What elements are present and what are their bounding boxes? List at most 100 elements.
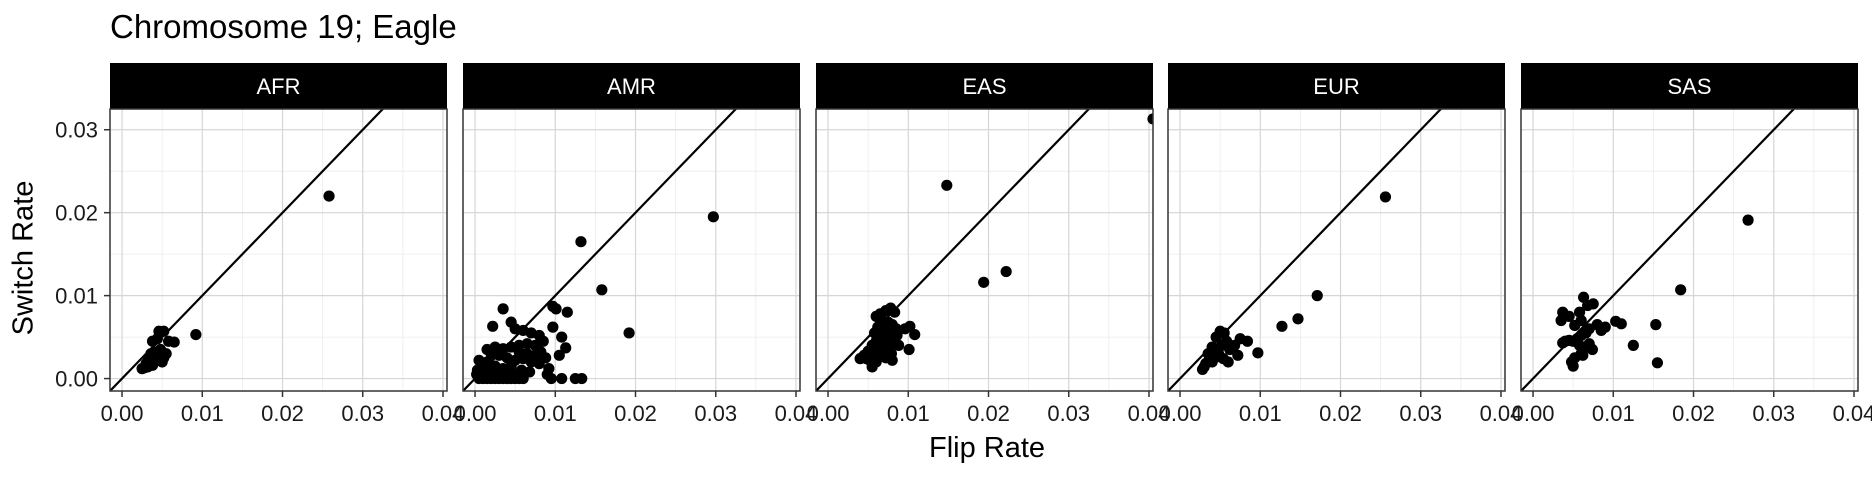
panel-border xyxy=(1167,108,1506,392)
x-tick-label: 0.02 xyxy=(967,401,1010,426)
x-tick-label: 0.04 xyxy=(1833,401,1872,426)
data-point xyxy=(1379,191,1392,203)
chart-title: Chromosome 19; Eagle xyxy=(110,8,457,45)
plot-marks xyxy=(816,109,1153,391)
strip-label: EUR xyxy=(1313,74,1359,99)
data-point xyxy=(323,190,335,202)
y-tick-label: 0.00 xyxy=(55,367,98,392)
data-point xyxy=(1203,354,1215,366)
data-point xyxy=(909,329,921,341)
x-tick-label: 0.01 xyxy=(1239,401,1282,426)
x-tick-label: 0.03 xyxy=(1752,401,1795,426)
panel-border xyxy=(462,108,801,392)
data-point xyxy=(561,306,573,318)
x-tick-label: 0.00 xyxy=(807,401,850,426)
strip-label: SAS xyxy=(1667,74,1711,99)
x-tick-label: 0.03 xyxy=(1047,401,1090,426)
data-point xyxy=(1581,299,1594,312)
x-tick-label: 0.03 xyxy=(1399,401,1442,426)
panel-border xyxy=(109,108,448,392)
x-tick-label: 0.02 xyxy=(261,401,304,426)
data-point xyxy=(1276,320,1288,332)
data-point xyxy=(1311,290,1323,302)
data-point xyxy=(1573,306,1586,318)
data-point xyxy=(978,276,990,288)
x-tick-label: 0.00 xyxy=(454,401,497,426)
panel-sas: SAS 0.00 0.01 0.02 0.03 0.04 xyxy=(1512,63,1872,426)
data-point xyxy=(576,372,588,385)
data-point xyxy=(878,329,890,342)
data-point xyxy=(553,349,565,361)
plot-marks xyxy=(1168,109,1443,391)
x-tick-label: 0.02 xyxy=(1319,401,1362,426)
data-point xyxy=(941,179,953,191)
plot-marks xyxy=(463,109,738,391)
data-point xyxy=(903,343,915,356)
x-tick-label: 0.01 xyxy=(1592,401,1635,426)
strip-label: AFR xyxy=(257,74,301,99)
data-point xyxy=(142,352,155,364)
data-point xyxy=(1650,319,1662,331)
data-point xyxy=(623,327,635,339)
data-point xyxy=(513,346,525,358)
panel-border xyxy=(1520,108,1859,392)
x-tick-label: 0.03 xyxy=(341,401,384,426)
data-point xyxy=(866,361,878,373)
identity-line xyxy=(110,109,385,391)
x-tick-label: 0.00 xyxy=(1159,401,1202,426)
panel-eur: EUR 0.00 0.01 0.02 0.03 0.04 xyxy=(1159,63,1523,426)
data-point xyxy=(162,335,175,347)
y-tick-label: 0.02 xyxy=(55,201,98,226)
data-point xyxy=(1567,360,1579,372)
data-point xyxy=(190,329,202,341)
panel-afr: AFR 0.00 0.01 0.02 0.03 0.04 xyxy=(101,63,464,426)
identity-line xyxy=(1521,109,1796,391)
x-tick-label: 0.01 xyxy=(887,401,930,426)
data-point xyxy=(560,342,572,354)
data-point xyxy=(517,372,529,385)
x-tick-label: 0.02 xyxy=(1672,401,1715,426)
data-point xyxy=(1208,345,1220,357)
data-point xyxy=(497,303,509,315)
data-point xyxy=(886,354,898,366)
x-tick-label: 0.01 xyxy=(181,401,224,426)
strip-label: EAS xyxy=(962,74,1006,99)
y-tick-label: 0.03 xyxy=(55,118,98,143)
strip-background xyxy=(1168,63,1505,109)
x-axis-label: Flip Rate xyxy=(928,432,1046,464)
data-point xyxy=(1232,349,1244,361)
data-point xyxy=(556,372,568,385)
data-point xyxy=(1000,265,1012,278)
x-tick-label: 0.02 xyxy=(614,401,657,426)
data-point xyxy=(475,368,488,381)
plot-marks xyxy=(110,109,385,391)
x-tick-label: 0.04 xyxy=(1480,401,1523,426)
x-tick-label: 0.03 xyxy=(694,401,737,426)
data-point xyxy=(1210,331,1222,343)
data-point xyxy=(160,348,172,360)
data-point xyxy=(1742,214,1754,226)
data-point xyxy=(899,323,911,335)
x-tick-label: 0.01 xyxy=(534,401,577,426)
data-point xyxy=(556,331,568,343)
data-point xyxy=(547,321,559,333)
identity-line xyxy=(1168,109,1443,391)
data-point xyxy=(1557,337,1569,349)
panel-eas: EAS 0.00 0.01 0.02 0.03 0.04 xyxy=(807,63,1170,426)
data-point xyxy=(545,372,557,385)
data-point xyxy=(1627,339,1639,351)
identity-line xyxy=(816,109,1091,391)
strip-label: AMR xyxy=(607,74,656,99)
x-tick-label: 0.04 xyxy=(775,401,818,426)
data-point xyxy=(575,236,587,248)
strip-background xyxy=(110,63,447,109)
data-point xyxy=(1222,356,1234,368)
panel-border xyxy=(815,108,1154,392)
data-point xyxy=(136,363,148,375)
strip-background xyxy=(816,63,1153,109)
data-point xyxy=(1675,284,1687,296)
data-point xyxy=(1196,363,1209,376)
data-point xyxy=(891,329,903,342)
data-point xyxy=(540,352,552,364)
